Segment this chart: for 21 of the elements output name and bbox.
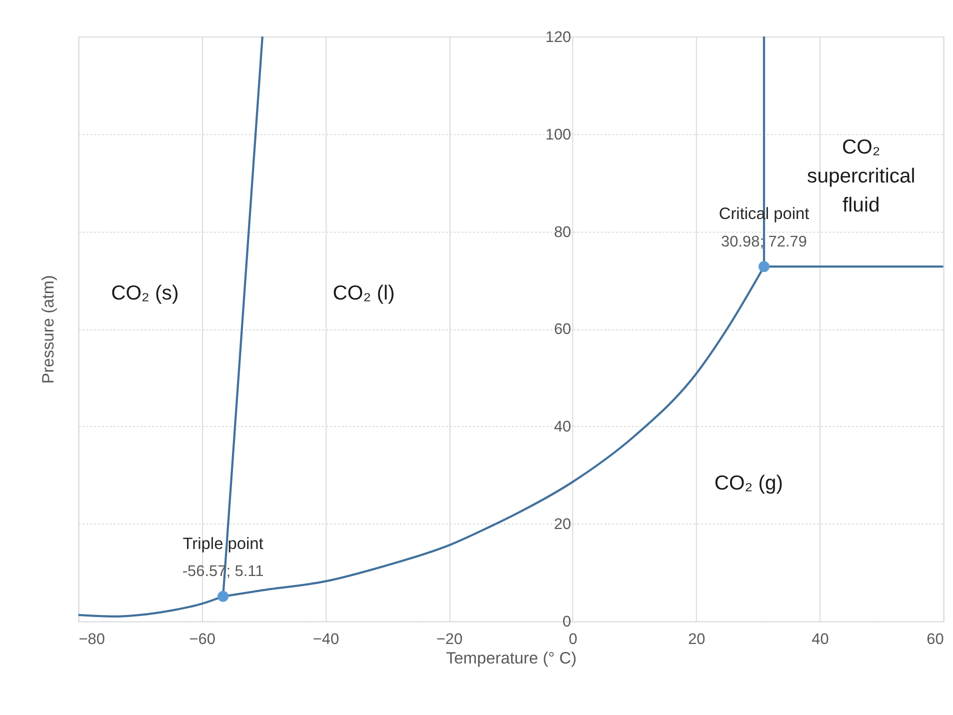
y-tick-label: 40 [554,418,572,436]
y-tick-label: 100 [545,126,572,144]
text: Triple point [182,535,264,554]
x-tick-label: 60 [926,631,944,648]
annotation: CO₂ (g) [714,472,784,495]
x-tick-label: −80 [78,631,105,648]
y-tick-label: 80 [554,224,572,241]
x-tick-label: −40 [312,631,340,648]
y-axis-title: Pressure (atm) [40,275,58,384]
x-tick-label: 20 [688,631,706,648]
x-tick-label: −60 [189,631,216,648]
x-axis-title: Temperature (° C) [446,649,577,668]
annotation: CO₂ (l) [332,282,395,305]
y-tick-label: 0 [562,614,572,631]
annotation: CO₂ (s) [111,282,179,305]
y-tick-label: 120 [545,28,572,46]
y-tick-label: 20 [554,516,572,534]
data-label: 30.98; 72.79 [721,233,807,250]
x-tick-label: −20 [436,631,463,648]
y-tick-label: 60 [554,321,572,338]
x-tick-label: 40 [812,631,829,648]
